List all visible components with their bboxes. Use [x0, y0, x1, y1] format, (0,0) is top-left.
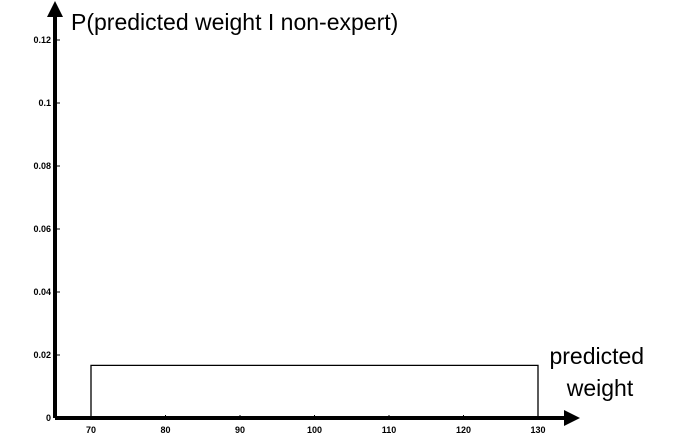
axes — [47, 1, 580, 426]
y-tick-label: 0.02 — [33, 350, 51, 360]
y-tick-label: 0.12 — [33, 35, 51, 45]
y-tick-label: 0 — [46, 413, 51, 423]
x-axis-arrowhead — [564, 410, 580, 426]
x-tick-label: 120 — [456, 425, 471, 435]
y-tick-label: 0.1 — [38, 98, 51, 108]
x-tick-label: 110 — [382, 425, 397, 435]
x-axis-title: predicted weight — [549, 343, 650, 401]
x-tick-label: 90 — [235, 425, 245, 435]
y-tick-label: 0.08 — [33, 161, 51, 171]
y-ticks: 0 0.02 0.04 0.06 0.08 0.1 0.12 — [33, 35, 60, 423]
x-axis-title-line-2: weight — [566, 375, 634, 401]
y-axis-title: P(predicted weight I non-expert) — [71, 9, 398, 35]
x-tick-label: 70 — [86, 425, 96, 435]
uniform-distribution-box — [90, 364, 539, 418]
x-ticks: 70 80 90 100 110 120 130 — [86, 415, 546, 435]
y-tick-label: 0.04 — [33, 287, 51, 297]
x-tick-label: 130 — [530, 425, 545, 435]
x-tick-label: 100 — [307, 425, 322, 435]
x-axis-title-line-1: predicted — [549, 343, 644, 369]
y-axis-arrowhead — [47, 1, 63, 17]
plot-area — [90, 364, 539, 418]
x-tick-label: 80 — [160, 425, 170, 435]
y-tick-label: 0.06 — [33, 224, 51, 234]
